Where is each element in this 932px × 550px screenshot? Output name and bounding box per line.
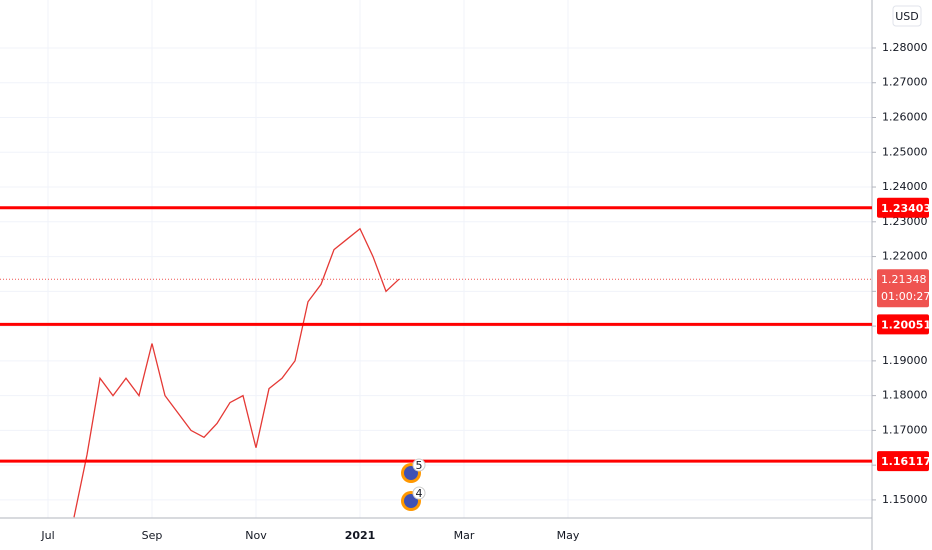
y-tick-label: 1.23000	[882, 215, 928, 228]
x-tick-label: 2021	[345, 529, 376, 542]
x-tick-label: Nov	[245, 529, 267, 542]
x-tick-label: Jul	[40, 529, 54, 542]
price-line	[73, 227, 400, 518]
y-tick-label: 1.26000	[882, 111, 928, 124]
x-tick-label: Sep	[142, 529, 163, 542]
currency-label: USD	[895, 10, 919, 23]
y-tick-label: 1.28000	[882, 41, 928, 54]
level-label: 1.16117	[881, 455, 931, 468]
currency-button[interactable]	[892, 5, 922, 27]
event-badge	[412, 486, 426, 500]
y-tick-label: 1.15000	[882, 493, 928, 506]
y-tick-label: 1.24000	[882, 180, 928, 193]
y-tick-label: 1.27000	[882, 76, 928, 89]
level-box	[877, 197, 929, 218]
event-count: 5	[416, 459, 423, 472]
y-tick-label: 1.25000	[882, 145, 928, 158]
x-tick-label: May	[557, 529, 580, 542]
event-badge	[412, 458, 426, 472]
level-box	[877, 314, 929, 335]
event-count: 4	[416, 487, 423, 500]
countdown: 01:00:27	[881, 290, 930, 303]
current-price-label: 1.21348	[881, 273, 927, 286]
level-box	[877, 451, 929, 472]
level-label: 1.23403	[881, 202, 931, 215]
y-tick-label: 1.19000	[882, 354, 928, 367]
y-tick-label: 1.17000	[882, 423, 928, 436]
current-price-box	[877, 269, 929, 308]
x-tick-label: Mar	[454, 529, 475, 542]
y-tick-label: 1.22000	[882, 250, 928, 263]
y-tick-label: 1.18000	[882, 389, 928, 402]
level-label: 1.20051	[881, 318, 931, 331]
